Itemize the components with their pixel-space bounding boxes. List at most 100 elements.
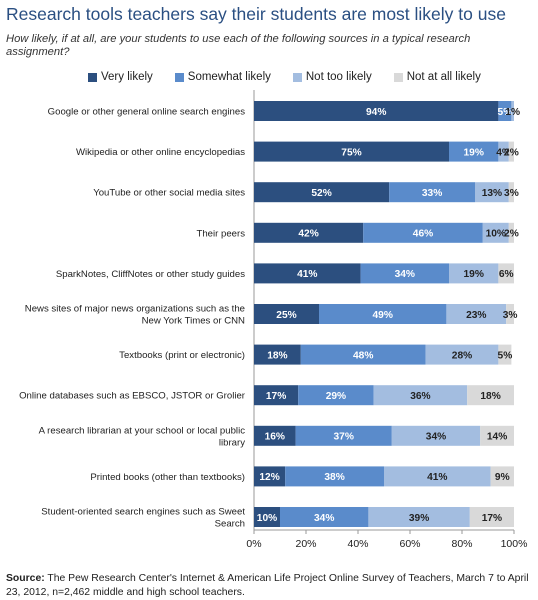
legend-label-not-at-all-likely: Not at all likely — [406, 71, 481, 83]
source-text: The Pew Research Center's Internet & Ame… — [6, 573, 529, 598]
data-label: 17% — [266, 391, 286, 402]
data-label: 18% — [480, 391, 500, 402]
data-label: 36% — [410, 391, 430, 402]
bar-segment — [508, 222, 514, 243]
data-label: 17% — [482, 513, 502, 524]
legend-item-not-too-likely: Not too likely — [292, 71, 372, 83]
data-label: 41% — [427, 472, 447, 483]
bar-segment — [446, 304, 507, 324]
data-label: 10% — [486, 229, 506, 240]
data-label: 49% — [373, 310, 393, 321]
bar-segment — [449, 263, 499, 284]
data-label: 33% — [422, 188, 442, 199]
bar-segment — [475, 182, 509, 203]
legend-item-somewhat-likely: Somewhat likely — [174, 71, 271, 83]
bar-segment — [254, 263, 361, 284]
data-label: 9% — [495, 472, 510, 483]
bar-segment — [285, 466, 384, 487]
data-label: 2% — [504, 147, 519, 158]
data-label: 16% — [265, 432, 285, 443]
data-label: 29% — [326, 391, 346, 402]
x-tick-label: 80% — [451, 538, 472, 550]
bar-segment — [254, 344, 301, 365]
data-label: 39% — [409, 513, 429, 524]
data-label: 1% — [505, 107, 520, 118]
bar-segment — [498, 344, 512, 365]
data-label: 34% — [426, 432, 446, 443]
bar-segment — [498, 141, 509, 162]
data-label: 10% — [257, 513, 277, 524]
legend: Very likely Somewhat likely Not too like… — [88, 71, 503, 83]
legend-label-not-too-likely: Not too likely — [305, 71, 372, 83]
bar-segment — [254, 182, 390, 203]
bar-segment — [508, 182, 514, 203]
bar-segment — [511, 101, 514, 121]
bar-segment — [449, 141, 499, 162]
category-label: Search — [215, 519, 245, 530]
bar-segment — [254, 425, 296, 446]
category-label: Wikipedia or other online encyclopedias — [76, 147, 245, 158]
category-label: A research librarian at your school or l… — [39, 425, 246, 436]
chart-title: Research tools teachers say their studen… — [6, 4, 506, 24]
data-label: 46% — [413, 229, 433, 240]
category-label: Google or other general online search en… — [48, 107, 246, 118]
legend-swatch-somewhat-likely — [174, 72, 184, 82]
bar-segment — [254, 466, 286, 487]
data-label: 42% — [298, 229, 318, 240]
data-label: 38% — [324, 472, 344, 483]
category-label: YouTube or other social media sites — [93, 188, 245, 199]
bar-segment — [368, 507, 470, 527]
bar-segment — [384, 466, 491, 487]
legend-swatch-very-likely — [88, 72, 97, 82]
bar-segment — [498, 101, 512, 121]
category-label: New York Times or CNN — [142, 316, 245, 327]
x-tick-label: 0% — [246, 538, 261, 550]
data-label: 34% — [395, 269, 415, 280]
legend-swatch-not-at-all-likely — [393, 72, 403, 82]
category-label: Student-oriented search engines such as … — [41, 507, 245, 518]
data-label: 28% — [452, 350, 472, 361]
data-label: 48% — [353, 350, 373, 361]
bar-segment — [300, 344, 426, 365]
data-label: 37% — [334, 432, 354, 443]
data-label: 3% — [504, 188, 519, 199]
bar-segment — [319, 304, 447, 324]
legend-item-very-likely: Very likely — [88, 71, 153, 83]
category-label: Their peers — [196, 228, 245, 239]
bar-segment — [363, 222, 483, 243]
bar-segment — [280, 507, 369, 527]
bar-segment — [506, 304, 514, 324]
data-label: 14% — [487, 432, 507, 443]
data-label: 19% — [464, 269, 484, 280]
data-label: 94% — [366, 107, 386, 118]
x-tick-label: 100% — [501, 538, 528, 550]
category-label: library — [219, 437, 245, 448]
bar-segment — [498, 263, 514, 284]
bar-segment — [254, 507, 280, 527]
data-label: 6% — [499, 269, 514, 280]
bar-segment — [467, 385, 514, 406]
data-label: 13% — [482, 188, 502, 199]
legend-swatch-not-too-likely — [292, 72, 302, 82]
bar-segment — [254, 141, 449, 162]
data-label: 19% — [464, 147, 484, 158]
data-label: 3% — [503, 310, 518, 321]
data-label: 23% — [466, 310, 486, 321]
data-label: 2% — [504, 229, 519, 240]
data-label: 5% — [498, 107, 513, 118]
bar-segment — [254, 304, 319, 324]
bar-segment — [490, 466, 514, 487]
data-label: 34% — [314, 513, 334, 524]
legend-label-somewhat-likely: Somewhat likely — [187, 71, 271, 83]
data-label: 25% — [276, 310, 296, 321]
x-tick-label: 60% — [399, 538, 420, 550]
bar-segment — [254, 385, 299, 406]
data-label: 52% — [311, 188, 331, 199]
category-label: Textbooks (print or electronic) — [119, 350, 245, 361]
data-label: 12% — [259, 472, 279, 483]
category-label: News sites of major news organizations s… — [25, 304, 245, 315]
data-label: 41% — [297, 269, 317, 280]
data-label: 75% — [341, 147, 361, 158]
chart-subtitle: How likely, if at all, are your students… — [6, 33, 471, 58]
bar-segment — [425, 344, 499, 365]
